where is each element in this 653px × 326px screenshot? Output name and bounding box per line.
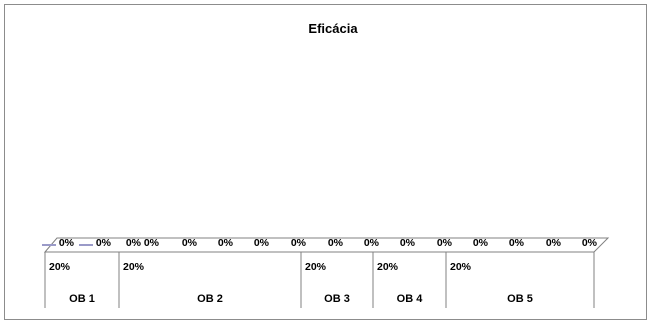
bar	[42, 244, 56, 246]
group-weight-label: 20%	[450, 261, 472, 273]
group-weight-label: 20%	[123, 261, 145, 273]
bar-series	[42, 244, 93, 246]
data-label: 0%	[364, 237, 380, 249]
group-weight-label: 20%	[305, 261, 327, 273]
chart-title: Eficácia	[308, 21, 358, 36]
data-label: 0%	[59, 237, 75, 249]
floor-plane	[43, 237, 610, 253]
bar	[79, 244, 93, 246]
data-label: 0%	[582, 237, 598, 249]
data-label: 0%	[473, 237, 489, 249]
data-label: 0%	[144, 237, 160, 249]
data-label: 0%	[437, 237, 453, 249]
data-label: 0%	[546, 237, 562, 249]
data-label: 0%	[254, 237, 270, 249]
data-label: 0%	[182, 237, 198, 249]
chart-floor	[43, 237, 610, 253]
category-label: OB 1	[69, 293, 95, 305]
category-label: OB 2	[197, 293, 223, 305]
data-label: 0%	[218, 237, 234, 249]
category-label: OB 4	[397, 293, 424, 305]
data-label: 0%	[291, 237, 307, 249]
data-label: 0%	[328, 237, 344, 249]
chart-frame	[4, 4, 647, 320]
data-label: 0%	[96, 237, 112, 249]
group-weight-label: 20%	[377, 261, 399, 273]
group-weight-label: 20%	[49, 261, 71, 273]
category-label: OB 3	[324, 293, 350, 305]
data-label: 0%	[400, 237, 416, 249]
category-table: 20% OB 1 20% OB 2 20% OB 3 20% OB 4 20% OB 5	[44, 252, 595, 308]
data-label: 0%	[509, 237, 525, 249]
data-label: 0%	[126, 237, 142, 249]
category-label: OB 5	[507, 293, 533, 305]
data-labels: 0% 0% 0% 0% 0% 0% 0% 0% 0% 0% 0% 0% 0% 0% 0% 0%	[59, 237, 598, 249]
